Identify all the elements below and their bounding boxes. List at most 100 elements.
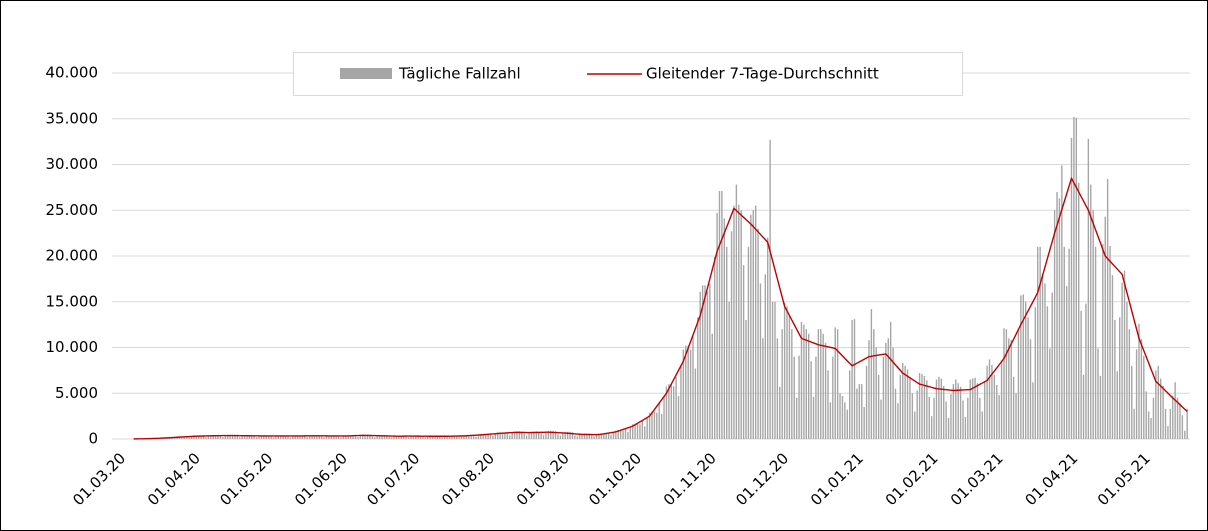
bar: [1119, 317, 1121, 439]
bar: [1085, 303, 1087, 439]
bar: [446, 435, 448, 439]
bar: [986, 365, 988, 439]
bar: [347, 435, 349, 439]
bar: [429, 435, 431, 439]
bar: [241, 435, 243, 439]
bar: [812, 396, 815, 439]
bar: [639, 424, 641, 439]
bar: [786, 306, 788, 439]
bar: [272, 437, 275, 439]
bar: [689, 349, 692, 439]
bar: [894, 388, 897, 439]
bar: [292, 436, 294, 439]
bar: [328, 435, 330, 439]
bar: [345, 435, 347, 439]
bar: [969, 379, 971, 439]
bar: [682, 349, 685, 439]
bar: [848, 370, 851, 439]
bar: [1181, 415, 1184, 439]
bar: [610, 434, 612, 439]
bar: [566, 431, 569, 439]
bar: [754, 205, 757, 439]
bar: [528, 432, 530, 439]
bar: [687, 345, 689, 439]
bar: [535, 431, 537, 439]
bar: [518, 431, 521, 439]
bar: [226, 435, 229, 439]
y-tick-label: 25.000: [46, 201, 99, 219]
bar: [598, 433, 600, 439]
bar: [914, 411, 916, 439]
legend: Tägliche Fallzahl Gleitender 7-Tage-Durch…: [293, 52, 963, 96]
bar: [829, 402, 832, 439]
bar: [959, 386, 962, 439]
bar: [926, 380, 928, 439]
bar: [880, 399, 882, 439]
bar: [506, 433, 509, 439]
bar: [1029, 339, 1032, 439]
bar: [386, 435, 388, 439]
bar: [624, 428, 627, 439]
bar: [270, 436, 272, 439]
bar: [1070, 137, 1073, 439]
legend-swatch: [340, 68, 392, 79]
bar: [306, 437, 308, 439]
bar: [321, 436, 323, 439]
bar: [395, 435, 398, 439]
bar: [615, 430, 617, 439]
bar: [453, 435, 456, 439]
y-tick-label: 0: [88, 430, 98, 448]
bar: [436, 435, 439, 439]
bar: [311, 435, 313, 439]
bar: [1164, 408, 1167, 439]
bar: [263, 435, 265, 439]
bar: [443, 436, 446, 439]
bar: [996, 385, 998, 439]
bar: [651, 411, 653, 439]
bar: [1017, 329, 1020, 439]
bar: [1068, 248, 1070, 439]
bar: [950, 394, 952, 439]
bar: [873, 329, 875, 439]
bar: [468, 435, 470, 439]
bar: [1145, 391, 1147, 439]
bar: [976, 383, 979, 439]
bar: [253, 436, 255, 439]
bar: [648, 412, 651, 439]
bar: [769, 139, 771, 440]
bar: [530, 431, 533, 439]
bar: [513, 431, 516, 439]
bar: [701, 285, 704, 439]
bar: [1034, 307, 1037, 439]
bar: [393, 436, 395, 439]
bar: [463, 435, 465, 439]
bar: [706, 291, 709, 439]
bar: [217, 435, 219, 439]
bar: [943, 385, 945, 439]
bar: [1037, 246, 1039, 439]
bar: [1155, 370, 1157, 439]
bar: [694, 368, 697, 439]
bar: [470, 435, 472, 439]
bar: [750, 214, 752, 439]
bar: [304, 436, 306, 439]
bar: [882, 356, 885, 439]
bar: [236, 436, 239, 439]
bar: [562, 433, 564, 439]
bar: [909, 376, 911, 439]
bar: [697, 317, 699, 439]
bar: [870, 309, 873, 439]
bar: [1102, 244, 1104, 439]
bar: [629, 426, 632, 439]
bar: [460, 435, 463, 439]
bar: [224, 435, 226, 439]
y-tick-label: 5.000: [55, 384, 98, 402]
bar: [1022, 294, 1024, 439]
bar: [219, 436, 222, 439]
bar: [805, 329, 807, 439]
bar: [911, 393, 914, 439]
bar: [776, 338, 779, 439]
bar: [1063, 246, 1065, 439]
bar: [1157, 365, 1159, 439]
bar: [284, 435, 287, 439]
